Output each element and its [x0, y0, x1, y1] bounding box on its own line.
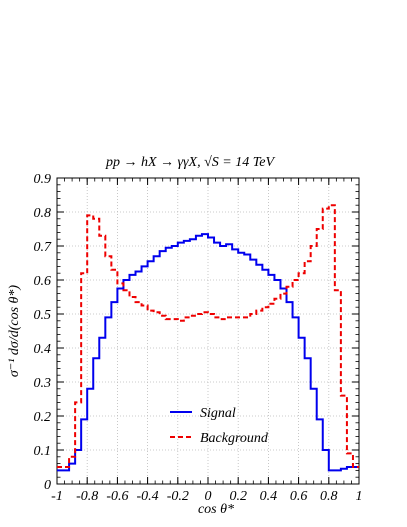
x-tick-label: 0: [205, 489, 212, 504]
x-tick-label: 0.6: [290, 489, 308, 504]
x-tick-label: 1: [356, 489, 363, 504]
y-tick-label: 0.7: [34, 240, 53, 255]
series-layer: [57, 204, 359, 472]
x-tick-label: 0.4: [260, 489, 278, 504]
legend: Signal Background: [170, 406, 269, 446]
y-tick-label: 0.1: [34, 444, 52, 459]
x-tick-label: -0.2: [167, 489, 189, 504]
series-line-background: [57, 204, 359, 468]
x-tick-label: 0.2: [229, 489, 247, 504]
y-tick-label: 0.6: [34, 274, 52, 289]
y-tick-label: 0.4: [34, 342, 52, 357]
series-line-signal: [57, 233, 359, 472]
axis-ticks: -1 -0.8 -0.6 -0.4 -0.2 0 0.2 0.4 0.6 0.8 1 0 0.1 0.2 0…: [34, 172, 363, 504]
x-tick-label: -1: [51, 489, 63, 504]
y-tick-label: 0.3: [34, 376, 52, 391]
y-tick-label: 0.8: [34, 206, 52, 221]
x-tick-label: 0.8: [320, 489, 338, 504]
y-tick-label: 0.2: [34, 410, 52, 425]
x-tick-label: -0.6: [106, 489, 128, 504]
x-tick-label: -0.8: [76, 489, 98, 504]
y-axis-label: σ⁻¹ dσ/d(cos θ*): [7, 285, 22, 377]
grid: [57, 178, 359, 484]
x-tick-label: -0.4: [137, 489, 159, 504]
legend-label-background: Background: [200, 431, 269, 446]
y-tick-label: 0.5: [34, 308, 52, 323]
x-axis-label: cos θ*: [198, 502, 234, 517]
legend-label-signal: Signal: [200, 406, 236, 421]
chart-title: pp → hX → γγX, √S = 14 TeV: [105, 155, 275, 170]
y-tick-label: 0: [44, 478, 51, 493]
y-tick-label: 0.9: [34, 172, 52, 187]
